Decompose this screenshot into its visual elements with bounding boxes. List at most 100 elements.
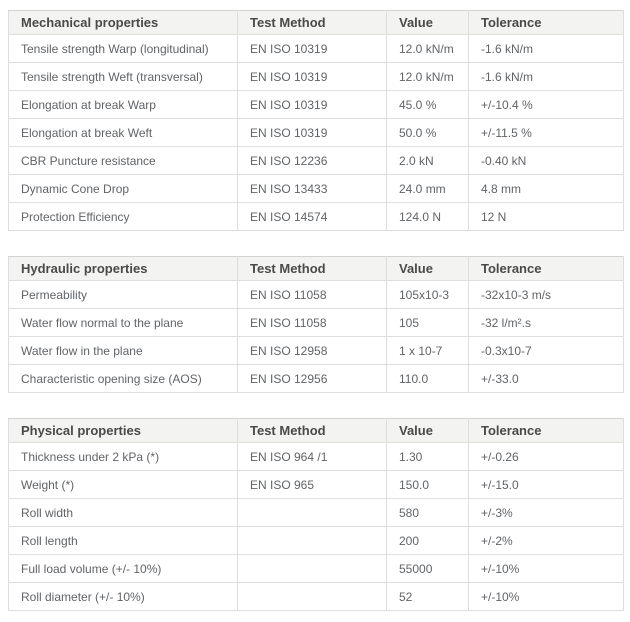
table-cell: -32x10-3 m/s bbox=[468, 280, 624, 309]
table-cell: 580 bbox=[386, 498, 469, 527]
table-cell: EN ISO 14574 bbox=[237, 202, 387, 231]
table-cell: Tensile strength Weft (transversal) bbox=[8, 62, 238, 91]
table-cell: EN ISO 11058 bbox=[237, 308, 387, 337]
table-cell: 110.0 bbox=[386, 364, 469, 393]
column-header: Test Method bbox=[237, 256, 387, 281]
column-header: Hydraulic properties bbox=[8, 256, 238, 281]
table-row: Full load volume (+/- 10%) 55000 +/-10% bbox=[8, 554, 624, 583]
table-cell: EN ISO 12956 bbox=[237, 364, 387, 393]
table-cell: Water flow normal to the plane bbox=[8, 308, 238, 337]
table-cell: -0.40 kN bbox=[468, 146, 624, 175]
table-cell: Tensile strength Warp (longitudinal) bbox=[8, 34, 238, 63]
table-cell: 45.0 % bbox=[386, 90, 469, 119]
table-row: Roll diameter (+/- 10%) 52 +/-10% bbox=[8, 582, 624, 611]
table-row: Weight (*) EN ISO 965 150.0 +/-15.0 bbox=[8, 470, 624, 499]
table-cell: CBR Puncture resistance bbox=[8, 146, 238, 175]
table-cell: EN ISO 965 bbox=[237, 470, 387, 499]
column-header: Value bbox=[386, 256, 469, 281]
table-cell: +/-10.4 % bbox=[468, 90, 624, 119]
table-row: CBR Puncture resistance EN ISO 12236 2.0 k… bbox=[8, 146, 624, 175]
table-cell: 52 bbox=[386, 582, 469, 611]
table-cell: +/-3% bbox=[468, 498, 624, 527]
table-cell: 4.8 mm bbox=[468, 174, 624, 203]
table-cell: 105 bbox=[386, 308, 469, 337]
table-cell: Water flow in the plane bbox=[8, 336, 238, 365]
table-cell: Elongation at break Weft bbox=[8, 118, 238, 147]
table-cell: Characteristic opening size (AOS) bbox=[8, 364, 238, 393]
table-row: Characteristic opening size (AOS) EN ISO … bbox=[8, 364, 624, 393]
table-cell: EN ISO 10319 bbox=[237, 90, 387, 119]
table-cell: 105x10-3 bbox=[386, 280, 469, 309]
table-cell: EN ISO 964 /1 bbox=[237, 442, 387, 471]
header-row: Physical properties Test Method Value Toler… bbox=[8, 418, 624, 443]
table-cell: Dynamic Cone Drop bbox=[8, 174, 238, 203]
table-cell: 2.0 kN bbox=[386, 146, 469, 175]
header-row: Hydraulic properties Test Method Value Tole… bbox=[8, 256, 624, 281]
table-cell bbox=[237, 498, 387, 527]
table-cell: Roll width bbox=[8, 498, 238, 527]
table-cell: Elongation at break Warp bbox=[8, 90, 238, 119]
column-header: Test Method bbox=[237, 10, 387, 35]
column-header: Tolerance bbox=[468, 256, 624, 281]
table-cell: -32 l/m².s bbox=[468, 308, 624, 337]
table-cell: 55000 bbox=[386, 554, 469, 583]
table-cell: EN ISO 13433 bbox=[237, 174, 387, 203]
table-cell: +/-10% bbox=[468, 582, 624, 611]
table-row: Permeability EN ISO 11058 105x10-3 -32x10-3… bbox=[8, 280, 624, 309]
table-cell: +/-15.0 bbox=[468, 470, 624, 499]
table-row: Protection Efficiency EN ISO 14574 124.0 N… bbox=[8, 202, 624, 231]
table-cell: EN ISO 10319 bbox=[237, 62, 387, 91]
column-header: Value bbox=[386, 10, 469, 35]
column-header: Physical properties bbox=[8, 418, 238, 443]
mechanical-properties-table: Mechanical properties Test Method Value Tol… bbox=[8, 10, 624, 231]
table-row: Tensile strength Weft (transversal) EN IS… bbox=[8, 62, 624, 91]
table-cell bbox=[237, 582, 387, 611]
table-cell: +/-10% bbox=[468, 554, 624, 583]
table-cell bbox=[237, 526, 387, 555]
table-cell: Protection Efficiency bbox=[8, 202, 238, 231]
table-cell: +/-2% bbox=[468, 526, 624, 555]
table-cell: -0.3x10-7 bbox=[468, 336, 624, 365]
table-cell: Weight (*) bbox=[8, 470, 238, 499]
table-cell: -1.6 kN/m bbox=[468, 34, 624, 63]
table-cell bbox=[237, 554, 387, 583]
table-cell: EN ISO 10319 bbox=[237, 118, 387, 147]
column-header: Value bbox=[386, 418, 469, 443]
table-row: Elongation at break Warp EN ISO 10319 45.0… bbox=[8, 90, 624, 119]
table-cell: EN ISO 12958 bbox=[237, 336, 387, 365]
table-cell: 12.0 kN/m bbox=[386, 62, 469, 91]
table-row: Elongation at break Weft EN ISO 10319 50.0… bbox=[8, 118, 624, 147]
table-cell: Thickness under 2 kPa (*) bbox=[8, 442, 238, 471]
table-cell: EN ISO 12236 bbox=[237, 146, 387, 175]
table-cell: Roll diameter (+/- 10%) bbox=[8, 582, 238, 611]
table-cell: 1.30 bbox=[386, 442, 469, 471]
table-cell: +/-0.26 bbox=[468, 442, 624, 471]
table-cell: -1.6 kN/m bbox=[468, 62, 624, 91]
table-row: Water flow in the plane EN ISO 12958 1 x 1… bbox=[8, 336, 624, 365]
table-cell: 200 bbox=[386, 526, 469, 555]
column-header: Tolerance bbox=[468, 418, 624, 443]
table-cell: +/-33.0 bbox=[468, 364, 624, 393]
table-cell: Full load volume (+/- 10%) bbox=[8, 554, 238, 583]
table-cell: Roll length bbox=[8, 526, 238, 555]
table-cell: EN ISO 11058 bbox=[237, 280, 387, 309]
tables-container: Mechanical properties Test Method Value Tol… bbox=[8, 10, 624, 611]
table-row: Roll length 200 +/-2% bbox=[8, 526, 624, 555]
table-row: Water flow normal to the plane EN ISO 110… bbox=[8, 308, 624, 337]
physical-properties-table: Physical properties Test Method Value Toler… bbox=[8, 418, 624, 611]
hydraulic-properties-table: Hydraulic properties Test Method Value Tole… bbox=[8, 256, 624, 393]
table-row: Roll width 580 +/-3% bbox=[8, 498, 624, 527]
table-row: Thickness under 2 kPa (*) EN ISO 964 /1 1.… bbox=[8, 442, 624, 471]
table-cell: 150.0 bbox=[386, 470, 469, 499]
table-cell: 12 N bbox=[468, 202, 624, 231]
table-cell: 50.0 % bbox=[386, 118, 469, 147]
table-cell: 24.0 mm bbox=[386, 174, 469, 203]
table-row: Tensile strength Warp (longitudinal) EN I… bbox=[8, 34, 624, 63]
header-row: Mechanical properties Test Method Value Tol… bbox=[8, 10, 624, 35]
table-cell: EN ISO 10319 bbox=[237, 34, 387, 63]
table-cell: 12.0 kN/m bbox=[386, 34, 469, 63]
table-cell: +/-11.5 % bbox=[468, 118, 624, 147]
table-cell: Permeability bbox=[8, 280, 238, 309]
column-header: Tolerance bbox=[468, 10, 624, 35]
column-header: Mechanical properties bbox=[8, 10, 238, 35]
